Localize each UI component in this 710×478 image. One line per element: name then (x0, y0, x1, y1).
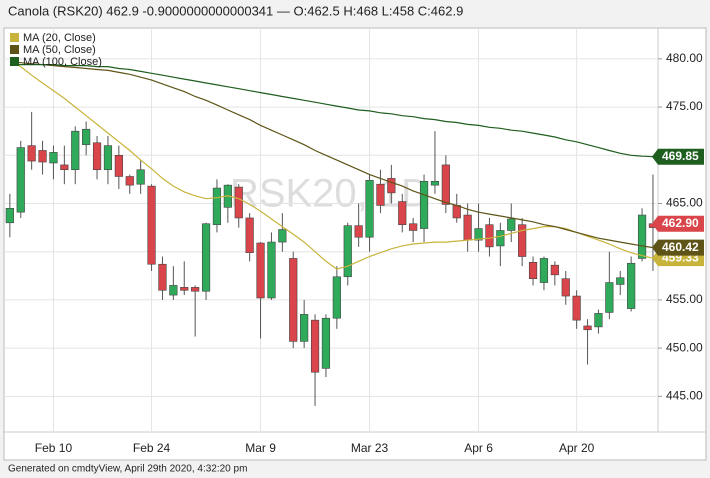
ma-line (9, 63, 654, 158)
candle-body (5, 208, 14, 224)
candle-body (343, 225, 352, 278)
candle-body (125, 176, 134, 186)
chart-title: Canola (RSK20) 462.9 -0.9000000000000341… (8, 3, 463, 18)
candle-body (594, 313, 603, 328)
candle-body (387, 178, 396, 194)
candle-body (147, 185, 156, 265)
candle-body (627, 262, 636, 309)
candle-body (136, 169, 145, 185)
candle-body (158, 263, 167, 291)
candle-body (332, 276, 341, 319)
legend-swatch (10, 33, 19, 42)
price-tag-label: 460.42 (662, 240, 699, 254)
y-tick-label: 450.00 (666, 340, 703, 354)
legend-swatch (10, 45, 19, 54)
candle-body (27, 145, 36, 162)
price-tag (652, 148, 704, 165)
candle-body (245, 217, 254, 253)
y-tick-label: 465.00 (666, 196, 703, 210)
candle-body (507, 218, 516, 231)
x-tick-label: Mar 23 (351, 441, 389, 455)
candle-body (180, 287, 189, 291)
candle-body (365, 180, 374, 238)
candle-body (71, 130, 80, 171)
candle-body (430, 181, 440, 186)
plot-frame (3, 27, 707, 461)
ma-line (9, 60, 654, 270)
candle-body (49, 152, 58, 164)
footer: Generated on cmdtyView, April 29th 2020,… (8, 464, 247, 475)
candle-body (60, 164, 69, 171)
candle-body (561, 278, 570, 297)
candle-body (82, 128, 91, 145)
y-tick-label: 475.00 (666, 99, 703, 113)
x-tick-label: Apr 20 (559, 441, 595, 455)
y-tick-label: 480.00 (666, 51, 703, 65)
candle-body (103, 145, 113, 171)
candle-body (92, 142, 102, 171)
price-tag-label: 469.85 (662, 149, 699, 163)
candle-body (267, 241, 276, 299)
y-tick-label: 445.00 (666, 388, 703, 402)
candle-body (572, 295, 581, 321)
candle-body (528, 262, 538, 279)
candle-body (16, 147, 25, 213)
candle-body (583, 325, 592, 331)
candle-body (201, 223, 211, 292)
x-tick-label: Feb 24 (133, 441, 171, 455)
candle-body (376, 183, 385, 206)
x-tick-label: Mar 9 (245, 441, 276, 455)
candle-body (354, 225, 363, 238)
candle-body (616, 277, 625, 285)
candle-body (452, 205, 461, 219)
candle-body (256, 242, 265, 299)
candle-body (169, 285, 178, 296)
candle-body (474, 228, 483, 241)
candle-body (419, 181, 429, 229)
candle-body (637, 214, 647, 259)
x-tick-label: Apr 6 (464, 441, 493, 455)
candle-body (289, 258, 298, 342)
candle-body (300, 314, 309, 342)
candle-body (310, 319, 320, 373)
legend-label: MA (20, Close) (23, 32, 96, 44)
candle-body (539, 258, 549, 283)
candle-body (38, 150, 47, 163)
watermark: RSK20, 1D (230, 172, 430, 216)
candle-body (191, 287, 200, 292)
y-tick-label: 455.00 (666, 292, 703, 306)
x-tick-label: Feb 10 (35, 441, 73, 455)
ma-line (9, 61, 654, 249)
price-tag (652, 215, 704, 232)
candle-body (212, 187, 222, 225)
candle-body (605, 282, 614, 313)
candle-body (496, 230, 505, 247)
candle-body (550, 264, 559, 276)
legend-swatch (10, 57, 19, 66)
candle-body (518, 224, 527, 257)
candle-body (114, 154, 123, 177)
candle-body (463, 214, 472, 241)
price-tag-label: 462.90 (662, 216, 699, 230)
legend-label: MA (50, Close) (23, 44, 96, 56)
candle-body (441, 164, 450, 205)
candle-body (485, 224, 494, 248)
price-tag (652, 239, 704, 256)
candle-body (398, 201, 407, 225)
candle-body (409, 223, 418, 231)
candle-body (278, 229, 287, 243)
candle-body (321, 317, 331, 369)
legend-label: MA (100, Close) (23, 56, 102, 68)
candle-body (234, 186, 243, 219)
